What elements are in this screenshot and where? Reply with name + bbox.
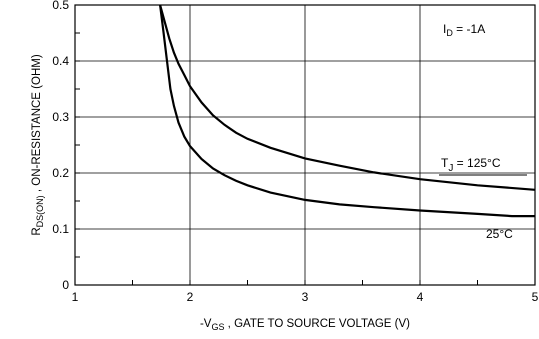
x-tick-label: 1 xyxy=(72,290,79,304)
series-label-25c: 25°C xyxy=(486,227,513,241)
x-tick-label: 5 xyxy=(532,290,539,304)
x-tick-label: 4 xyxy=(417,290,424,304)
condition-annotation: ID = -1A xyxy=(443,22,485,38)
x-tick-label: 2 xyxy=(187,290,194,304)
x-tick-labels: 1 2 3 4 5 xyxy=(72,290,539,304)
curve-tj-125c xyxy=(159,4,536,191)
grid-lines xyxy=(75,5,535,285)
x-axis-title: -VGS , GATE TO SOURCE VOLTAGE (V) xyxy=(200,318,410,332)
y-tick-labels: 0 0.1 0.2 0.3 0.4 0.5 xyxy=(52,0,69,292)
y-tick-label: 0.3 xyxy=(52,110,69,124)
y-tick-label: 0.5 xyxy=(52,0,69,12)
series-label-tj-125c: TJ = 125°C xyxy=(441,156,501,174)
y-tick-label: 0.2 xyxy=(52,166,69,180)
x-tick-label: 3 xyxy=(302,290,309,304)
y-tick-label: 0 xyxy=(62,278,69,292)
y-axis-title: RDS(ON) , ON-RESISTANCE (OHM) xyxy=(31,54,45,235)
y-tick-label: 0.1 xyxy=(52,222,69,236)
axis-ticks xyxy=(74,4,536,286)
plot-frame xyxy=(74,4,536,286)
curve-25c xyxy=(159,4,535,218)
y-tick-label: 0.4 xyxy=(52,54,69,68)
curves xyxy=(159,4,536,218)
